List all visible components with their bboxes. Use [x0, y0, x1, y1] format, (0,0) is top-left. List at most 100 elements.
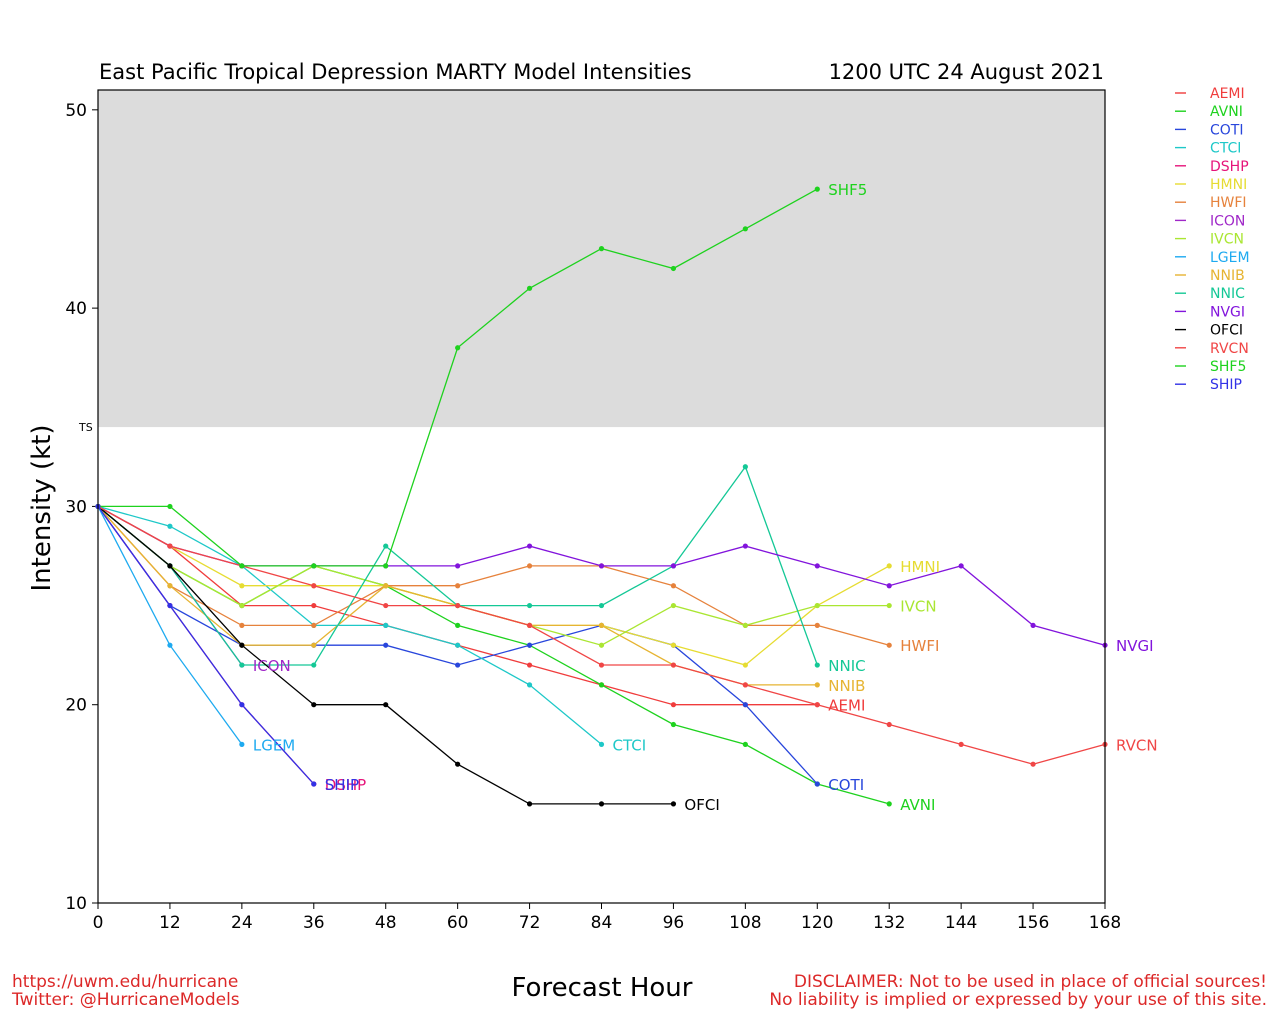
data-point-ctci	[455, 642, 461, 648]
footer-disclaimer: DISCLAIMER: Not to be used in place of o…	[794, 972, 1267, 992]
legend-label: IVCN	[1210, 232, 1244, 248]
series-line-hwfi	[97, 505, 890, 646]
x-tick-label: 96	[663, 913, 685, 933]
y-tick-label: 10	[65, 894, 87, 914]
series-end-label-lgem: LGEM	[253, 736, 295, 754]
data-point-hwfi	[239, 622, 245, 628]
data-point-nnic	[598, 602, 605, 609]
plot-frame	[97, 89, 1106, 904]
data-point-nnic	[742, 464, 748, 470]
data-point-hwfi	[886, 642, 892, 648]
data-point-nnic	[814, 662, 820, 668]
legend-item-hwfi: HWFI	[1175, 195, 1247, 211]
legend-label: OFCI	[1210, 323, 1243, 339]
series-line-lgem	[97, 506, 243, 745]
series-end-label-icon: ICON	[253, 657, 291, 675]
data-point-shf5	[814, 186, 820, 192]
legend-label: NNIB	[1210, 268, 1245, 284]
y-tick-label: 20	[65, 696, 87, 716]
data-point-shf5	[311, 563, 317, 569]
x-tick-label: 156	[1017, 913, 1049, 933]
data-point-avni	[670, 721, 677, 728]
series-end-label-nvgi: NVGI	[1116, 637, 1154, 655]
series-line-nnib	[97, 505, 818, 686]
x-tick-label: 168	[1089, 913, 1121, 933]
data-point-nvgi	[1030, 622, 1036, 628]
data-point-ofci	[239, 642, 245, 648]
data-point-lgem	[239, 741, 245, 747]
data-point-ivcn	[670, 602, 677, 609]
data-point-ofci	[455, 761, 461, 767]
data-point-nnib	[598, 622, 605, 628]
footer-liability: No liability is implied or expressed by …	[769, 990, 1267, 1010]
footer-twitter[interactable]: Twitter: @HurricaneModels	[11, 990, 240, 1010]
series-end-label-ofci: OFCI	[684, 796, 719, 814]
y-tick-label: 50	[65, 101, 87, 121]
data-point-shf5	[239, 563, 245, 569]
data-point-rvcn	[742, 682, 748, 688]
legend-item-ofci: OFCI	[1175, 323, 1243, 339]
data-point-coti	[455, 662, 461, 668]
legend-item-ctci: CTCI	[1175, 141, 1241, 157]
x-tick-label: 48	[375, 913, 397, 933]
series-end-label-ship: SHIP	[325, 776, 359, 794]
legend-item-nvgi: NVGI	[1175, 304, 1245, 320]
data-point-rvcn	[886, 721, 892, 728]
footer-url[interactable]: https://uwm.edu/hurricane	[12, 972, 238, 992]
data-point-nnic	[311, 662, 317, 668]
data-point-shf5	[455, 345, 461, 351]
series-lgem	[95, 503, 245, 747]
legend-item-lgem: LGEM	[1175, 250, 1250, 266]
legend-item-icon: ICON	[1175, 213, 1245, 229]
series-line-rvcn	[97, 505, 1106, 765]
legend-item-ivcn: IVCN	[1175, 232, 1244, 248]
data-point-avni	[742, 741, 748, 747]
x-tick-label: 132	[873, 913, 905, 933]
data-point-shf5	[742, 226, 748, 232]
x-tick-label: 0	[93, 913, 104, 933]
series-end-label-rvcn: RVCN	[1116, 736, 1158, 754]
data-point-ofci	[526, 801, 533, 807]
series-end-label-ivcn: IVCN	[900, 598, 936, 616]
series-line-ship	[97, 506, 315, 785]
data-point-ofci	[598, 801, 605, 807]
data-point-avni	[886, 801, 892, 807]
series-end-label-nnib: NNIB	[828, 677, 865, 695]
data-point-rvcn	[598, 662, 605, 668]
data-point-hmni	[886, 563, 892, 569]
series-end-label-ctci: CTCI	[613, 736, 647, 754]
data-point-nvgi	[670, 563, 677, 569]
data-point-shf5	[526, 285, 533, 291]
x-tick-label: 120	[801, 913, 833, 933]
legend-item-ship: SHIP	[1175, 377, 1242, 393]
data-point-aemi	[311, 602, 317, 609]
data-point-rvcn	[455, 602, 461, 609]
data-point-shf5	[383, 563, 389, 569]
data-point-rvcn	[958, 741, 964, 747]
legend-item-nnib: NNIB	[1175, 268, 1245, 284]
series-line-hmni	[97, 505, 890, 666]
x-tick-label: 60	[447, 913, 469, 933]
series-rvcn	[95, 503, 1108, 767]
data-point-ofci	[670, 801, 677, 807]
legend-label: HWFI	[1210, 195, 1247, 211]
legend: AEMI AVNI COTI CTCI DSHP HMNI HWFI ICON IVCN LGEM…	[1175, 86, 1250, 393]
data-point-ctci	[598, 741, 605, 747]
data-point-ctci	[167, 523, 173, 529]
y-tick-label: 30	[65, 497, 87, 517]
data-point-nnic	[239, 662, 245, 668]
data-point-nvgi	[742, 543, 748, 549]
data-point-nvgi	[886, 583, 892, 589]
data-point-hmni	[742, 662, 748, 668]
data-point-ship	[239, 702, 245, 708]
data-point-hwfi	[526, 563, 533, 569]
data-point-rvcn	[670, 662, 677, 668]
series-ofci	[95, 503, 677, 807]
data-point-coti	[814, 781, 820, 787]
data-point-shf5	[167, 503, 173, 510]
legend-label: HMNI	[1210, 177, 1247, 193]
data-point-nnib	[311, 642, 317, 648]
series-end-label-aemi: AEMI	[828, 697, 865, 715]
data-point-ivcn	[814, 602, 820, 609]
x-axis-label: Forecast Hour	[512, 973, 693, 1003]
